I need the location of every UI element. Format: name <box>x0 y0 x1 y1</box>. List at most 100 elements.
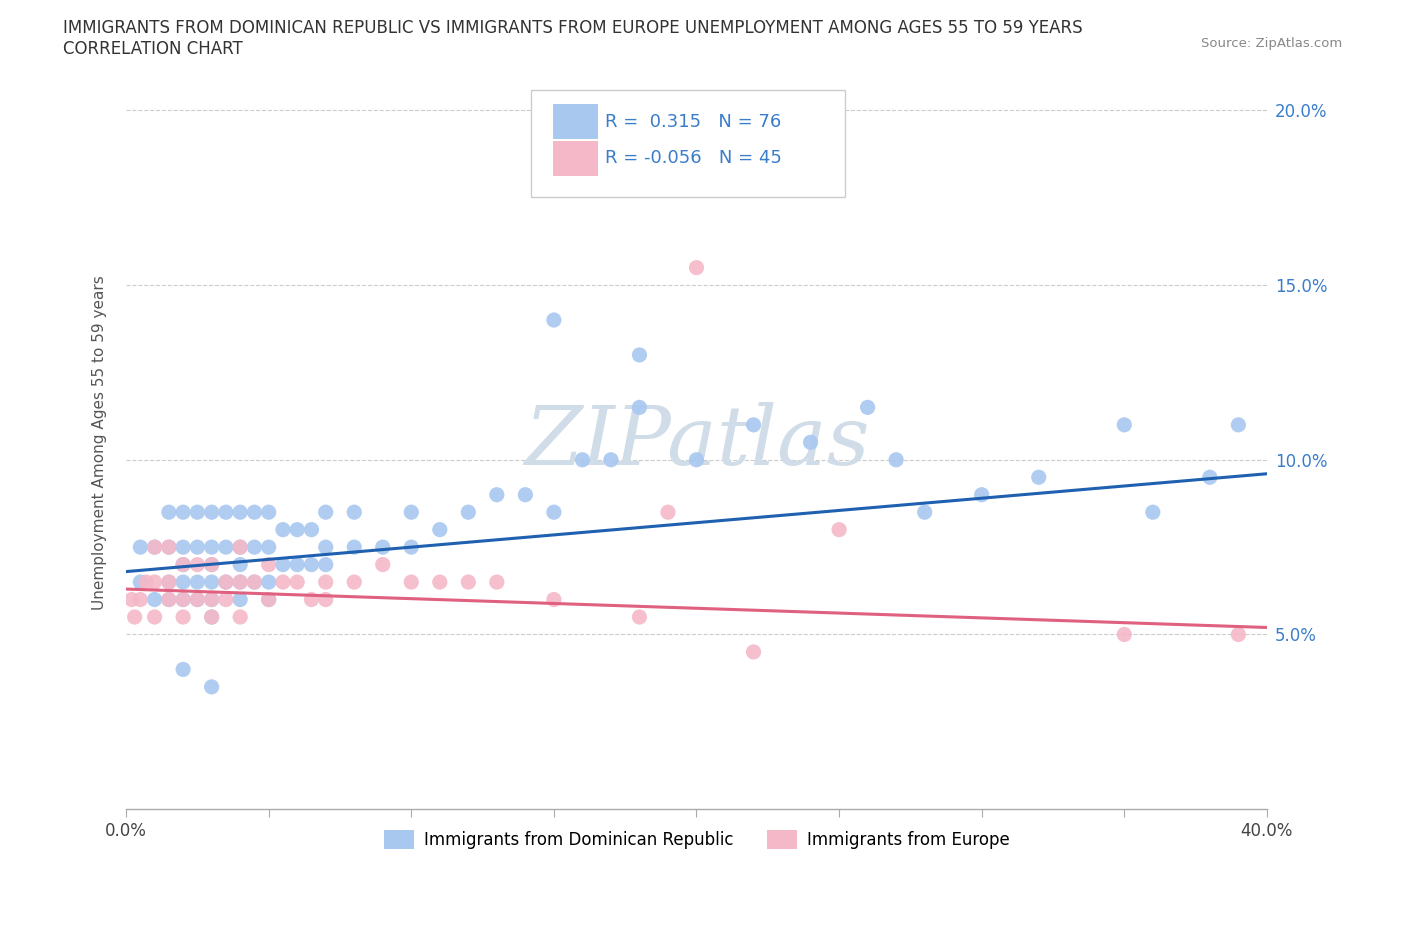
Point <box>315 539 337 554</box>
Point <box>457 575 479 590</box>
Point <box>143 539 166 554</box>
Point <box>401 539 423 554</box>
Point <box>124 609 146 624</box>
Point <box>1028 470 1050 485</box>
Point <box>215 575 238 590</box>
Point <box>628 348 651 363</box>
Point <box>371 557 394 572</box>
Point <box>301 592 323 607</box>
Point <box>257 557 280 572</box>
FancyBboxPatch shape <box>553 104 599 140</box>
Point <box>271 575 294 590</box>
Point <box>429 575 451 590</box>
Point <box>215 505 238 520</box>
Point <box>457 505 479 520</box>
Point <box>828 523 851 538</box>
FancyBboxPatch shape <box>553 140 599 176</box>
Point <box>186 557 208 572</box>
Point <box>970 487 993 502</box>
Point <box>172 609 194 624</box>
Point <box>129 575 152 590</box>
Point <box>401 575 423 590</box>
Y-axis label: Unemployment Among Ages 55 to 59 years: Unemployment Among Ages 55 to 59 years <box>93 275 107 610</box>
Point <box>1198 470 1220 485</box>
Point <box>201 609 224 624</box>
Point <box>371 539 394 554</box>
Point <box>229 592 252 607</box>
Point <box>1227 418 1250 432</box>
Point <box>429 523 451 538</box>
Point <box>628 400 651 415</box>
Point <box>172 505 194 520</box>
Point <box>315 505 337 520</box>
Point <box>229 575 252 590</box>
Point <box>215 539 238 554</box>
Point <box>201 539 224 554</box>
Point <box>1114 627 1136 642</box>
Point <box>914 505 936 520</box>
Point <box>543 592 565 607</box>
Point <box>229 575 252 590</box>
Point <box>201 609 224 624</box>
Point <box>172 662 194 677</box>
Legend: Immigrants from Dominican Republic, Immigrants from Europe: Immigrants from Dominican Republic, Immi… <box>377 823 1017 856</box>
Text: R =  0.315   N = 76: R = 0.315 N = 76 <box>605 113 782 131</box>
Point <box>884 452 907 467</box>
Point <box>157 575 180 590</box>
Point <box>201 557 224 572</box>
Text: R = -0.056   N = 45: R = -0.056 N = 45 <box>605 150 782 167</box>
Point <box>201 557 224 572</box>
Point <box>257 539 280 554</box>
Point <box>172 592 194 607</box>
Point <box>515 487 537 502</box>
Point <box>201 592 224 607</box>
Point <box>243 575 266 590</box>
Point <box>343 539 366 554</box>
Point <box>121 592 143 607</box>
Point <box>257 575 280 590</box>
Point <box>856 400 879 415</box>
Point <box>257 505 280 520</box>
Point <box>742 418 765 432</box>
Point <box>543 312 565 327</box>
Point <box>685 260 707 275</box>
Point <box>229 539 252 554</box>
Point <box>1114 418 1136 432</box>
Point <box>742 644 765 659</box>
Point <box>135 575 157 590</box>
Point <box>186 592 208 607</box>
Point <box>243 539 266 554</box>
Point <box>157 539 180 554</box>
Point <box>157 539 180 554</box>
Point <box>243 505 266 520</box>
Point <box>186 505 208 520</box>
Point <box>186 539 208 554</box>
Point <box>143 609 166 624</box>
Point <box>685 452 707 467</box>
Point <box>257 592 280 607</box>
Point <box>157 505 180 520</box>
Point <box>201 680 224 695</box>
Point <box>186 592 208 607</box>
Point <box>172 557 194 572</box>
Point <box>285 557 308 572</box>
Point <box>215 575 238 590</box>
Point <box>215 592 238 607</box>
Point <box>657 505 679 520</box>
Point <box>1142 505 1164 520</box>
Point <box>485 487 508 502</box>
Point <box>285 523 308 538</box>
Point <box>301 523 323 538</box>
Point <box>157 575 180 590</box>
Point <box>800 435 823 450</box>
Point <box>285 575 308 590</box>
Text: CORRELATION CHART: CORRELATION CHART <box>63 40 243 58</box>
Text: ZIPatlas: ZIPatlas <box>524 403 869 483</box>
Point <box>201 505 224 520</box>
Point <box>257 592 280 607</box>
Point <box>315 592 337 607</box>
Point <box>143 539 166 554</box>
Point <box>201 575 224 590</box>
Point <box>157 592 180 607</box>
Point <box>571 452 593 467</box>
